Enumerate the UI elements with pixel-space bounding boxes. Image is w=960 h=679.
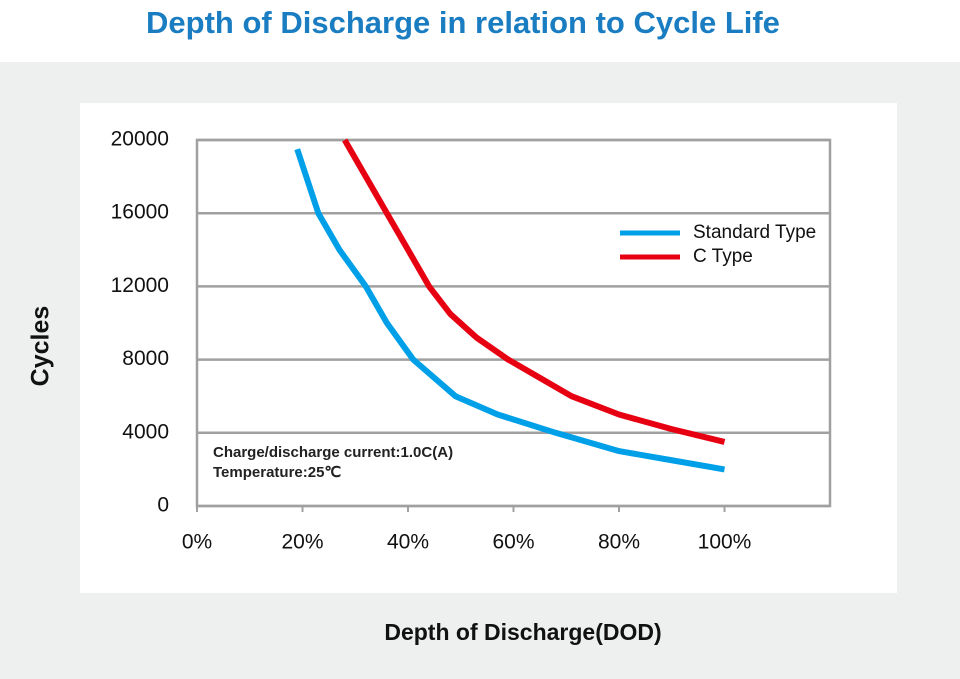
x-tick-label: 60% [492,531,534,554]
y-tick-label: 16000 [111,201,169,224]
y-tick-label: 0 [157,494,169,517]
x-tick-label: 40% [387,531,429,554]
y-axis-label: Cycles [27,306,55,387]
legend-label: C Type [693,246,753,267]
x-tick-label: 0% [182,531,212,554]
data-line [294,148,726,473]
data-line [342,138,726,445]
y-tick-label: 12000 [111,274,169,297]
y-tick-label: 20000 [111,128,169,151]
x-tick-label: 80% [598,531,640,554]
x-tick-label: 100% [698,531,752,554]
annotation: Charge/discharge current:1.0C(A) [213,444,453,461]
y-tick-label: 8000 [122,347,169,370]
x-axis-label: Depth of Discharge(DOD) [384,619,661,645]
legend-label: Standard Type [693,222,816,243]
chart-title: Depth of Discharge in relation to Cycle … [146,5,780,40]
x-tick-label: 20% [281,531,323,554]
y-tick-label: 4000 [122,420,169,443]
annotation: Temperature:25℃ [213,464,341,481]
